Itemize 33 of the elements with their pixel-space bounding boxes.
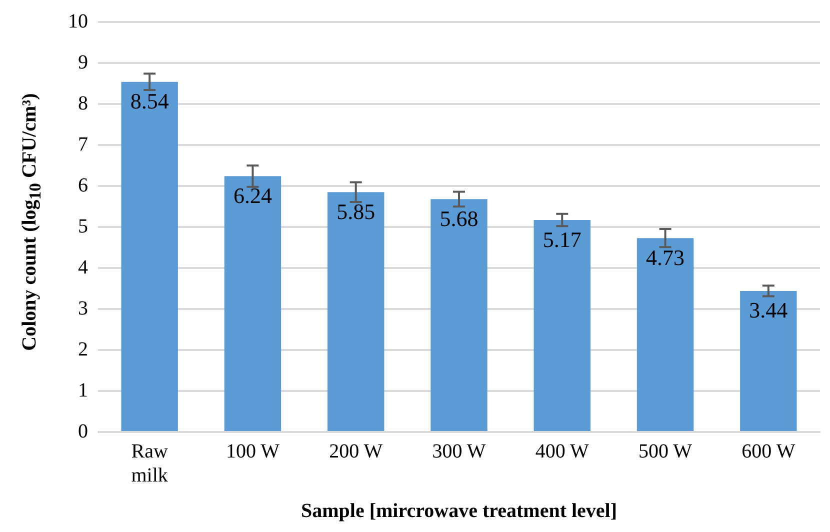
bar — [327, 192, 384, 431]
bar — [636, 238, 694, 431]
y-tick-label: 3 — [78, 297, 88, 320]
x-tick-label: 200 W — [329, 440, 383, 462]
bar — [534, 220, 591, 431]
bar — [121, 82, 178, 431]
x-tick-label: 400 W — [535, 440, 590, 462]
y-tick-label: 1 — [78, 379, 88, 402]
data-label: 6.24 — [233, 182, 272, 208]
data-label: 5.17 — [542, 226, 582, 252]
y-tick-label: 4 — [78, 256, 88, 278]
data-label: 5.68 — [440, 206, 478, 231]
data-label: 8.54 — [130, 88, 169, 114]
bar — [224, 176, 282, 431]
data-label: 4.73 — [646, 244, 685, 270]
data-label: 3.44 — [749, 298, 788, 323]
x-tick-label: 100 W — [226, 440, 280, 462]
y-tick-label: 7 — [78, 133, 88, 156]
y-tick-label: 10 — [68, 10, 88, 32]
y-tick-label: 9 — [78, 51, 88, 74]
bar — [430, 199, 488, 431]
y-tick-label: 0 — [78, 420, 88, 442]
y-tick-label: 8 — [78, 92, 88, 114]
data-label: 5.85 — [336, 198, 376, 224]
y-tick-label: 6 — [78, 174, 88, 196]
y-tick-label: 2 — [78, 338, 88, 360]
x-tick-label: 600 W — [742, 440, 796, 462]
x-tick-label: Raw milk — [131, 440, 168, 486]
x-tick-label: 300 W — [432, 440, 486, 462]
x-tick-label: 500 W — [638, 440, 692, 462]
x-axis-title: Sample [mircrowave treatment level] — [300, 500, 618, 522]
y-tick-label: 5 — [78, 215, 88, 238]
bar — [740, 290, 797, 431]
